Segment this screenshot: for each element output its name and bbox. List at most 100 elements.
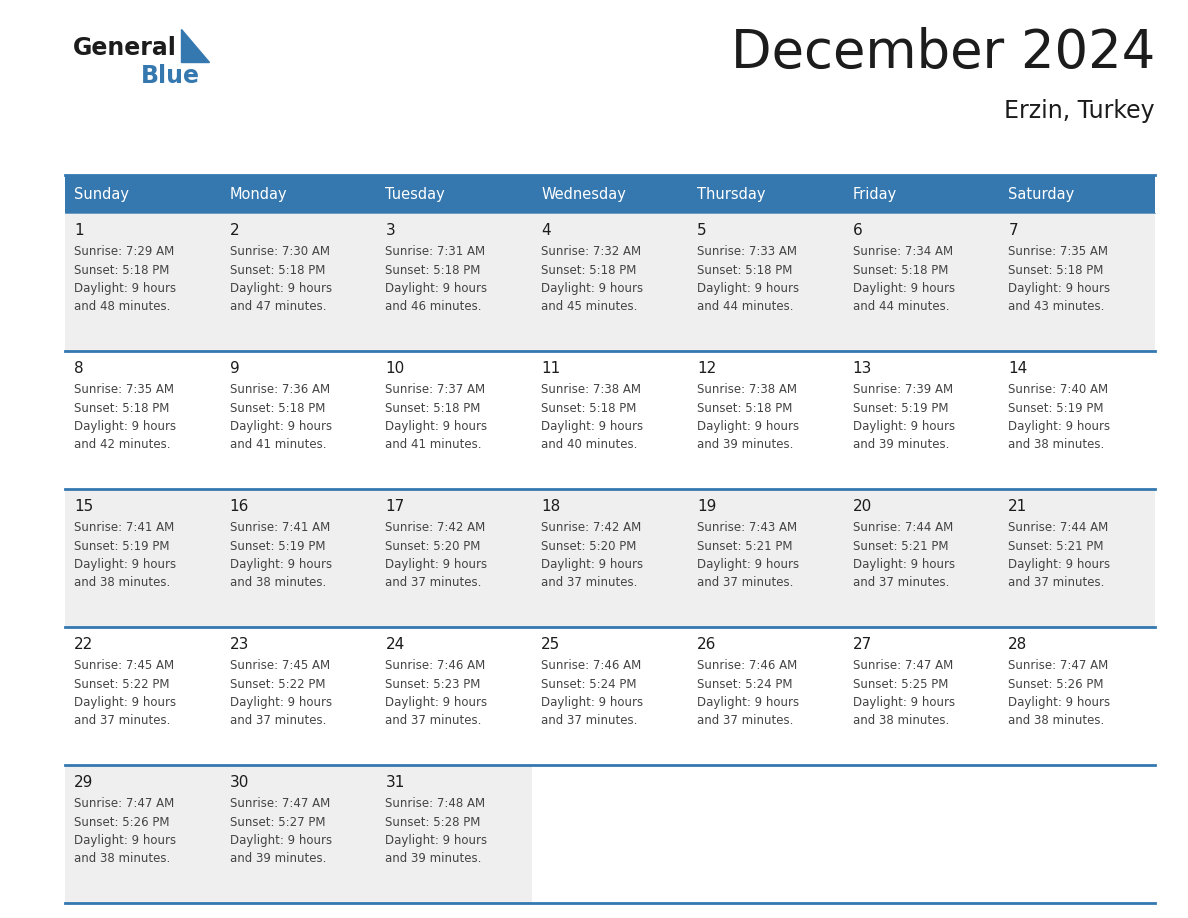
Text: Sunset: 5:18 PM: Sunset: 5:18 PM: [229, 263, 326, 276]
Text: 22: 22: [74, 637, 93, 652]
Bar: [532, 627, 688, 765]
Bar: [221, 765, 377, 903]
Text: 30: 30: [229, 775, 249, 790]
Text: 11: 11: [542, 361, 561, 376]
Text: Tuesday: Tuesday: [385, 186, 446, 201]
Text: 13: 13: [853, 361, 872, 376]
Text: Wednesday: Wednesday: [542, 186, 626, 201]
Text: Sunrise: 7:30 AM: Sunrise: 7:30 AM: [229, 245, 330, 258]
Text: Daylight: 9 hours: Daylight: 9 hours: [74, 558, 176, 571]
Text: Monday: Monday: [229, 186, 287, 201]
Bar: [999, 213, 1155, 351]
Text: Sunrise: 7:45 AM: Sunrise: 7:45 AM: [229, 659, 330, 672]
Text: and 44 minutes.: and 44 minutes.: [697, 300, 794, 314]
Text: Daylight: 9 hours: Daylight: 9 hours: [385, 696, 487, 709]
Text: Sunset: 5:18 PM: Sunset: 5:18 PM: [229, 401, 326, 415]
Text: Daylight: 9 hours: Daylight: 9 hours: [229, 558, 331, 571]
Text: 25: 25: [542, 637, 561, 652]
Text: 3: 3: [385, 223, 396, 238]
Text: Sunset: 5:19 PM: Sunset: 5:19 PM: [229, 540, 326, 553]
Text: Sunrise: 7:47 AM: Sunrise: 7:47 AM: [1009, 659, 1108, 672]
Bar: [377, 627, 532, 765]
Bar: [377, 213, 532, 351]
Text: Sunrise: 7:31 AM: Sunrise: 7:31 AM: [385, 245, 486, 258]
Bar: [532, 213, 688, 351]
Text: Saturday: Saturday: [1009, 186, 1074, 201]
Text: Sunset: 5:18 PM: Sunset: 5:18 PM: [542, 263, 637, 276]
Text: Sunrise: 7:43 AM: Sunrise: 7:43 AM: [697, 521, 797, 534]
Text: 31: 31: [385, 775, 405, 790]
Text: Sunset: 5:19 PM: Sunset: 5:19 PM: [74, 540, 170, 553]
Text: Daylight: 9 hours: Daylight: 9 hours: [542, 696, 643, 709]
Text: Daylight: 9 hours: Daylight: 9 hours: [697, 282, 800, 295]
Text: Sunset: 5:24 PM: Sunset: 5:24 PM: [542, 677, 637, 690]
Text: Sunset: 5:21 PM: Sunset: 5:21 PM: [853, 540, 948, 553]
Text: Sunrise: 7:42 AM: Sunrise: 7:42 AM: [542, 521, 642, 534]
Text: Daylight: 9 hours: Daylight: 9 hours: [229, 420, 331, 433]
Polygon shape: [181, 29, 209, 62]
Text: Daylight: 9 hours: Daylight: 9 hours: [74, 282, 176, 295]
Bar: [999, 627, 1155, 765]
Text: Sunset: 5:22 PM: Sunset: 5:22 PM: [229, 677, 326, 690]
Text: Sunrise: 7:44 AM: Sunrise: 7:44 AM: [1009, 521, 1108, 534]
Text: Sunset: 5:22 PM: Sunset: 5:22 PM: [74, 677, 170, 690]
Text: Daylight: 9 hours: Daylight: 9 hours: [229, 282, 331, 295]
Text: 24: 24: [385, 637, 405, 652]
Text: 7: 7: [1009, 223, 1018, 238]
Text: Sunset: 5:18 PM: Sunset: 5:18 PM: [697, 401, 792, 415]
Text: and 38 minutes.: and 38 minutes.: [74, 577, 170, 589]
Text: Sunrise: 7:33 AM: Sunrise: 7:33 AM: [697, 245, 797, 258]
Bar: [843, 175, 999, 213]
Text: 28: 28: [1009, 637, 1028, 652]
Text: Daylight: 9 hours: Daylight: 9 hours: [542, 282, 643, 295]
Text: and 39 minutes.: and 39 minutes.: [229, 853, 326, 866]
Bar: [843, 351, 999, 489]
Bar: [65, 213, 221, 351]
Bar: [377, 489, 532, 627]
Text: Daylight: 9 hours: Daylight: 9 hours: [385, 558, 487, 571]
Text: Daylight: 9 hours: Daylight: 9 hours: [74, 420, 176, 433]
Text: and 39 minutes.: and 39 minutes.: [697, 439, 794, 452]
Text: Sunrise: 7:41 AM: Sunrise: 7:41 AM: [74, 521, 175, 534]
Text: Sunset: 5:20 PM: Sunset: 5:20 PM: [542, 540, 637, 553]
Text: Sunset: 5:19 PM: Sunset: 5:19 PM: [853, 401, 948, 415]
Text: Sunset: 5:18 PM: Sunset: 5:18 PM: [74, 263, 170, 276]
Bar: [377, 765, 532, 903]
Text: Sunrise: 7:39 AM: Sunrise: 7:39 AM: [853, 383, 953, 396]
Text: Daylight: 9 hours: Daylight: 9 hours: [853, 282, 955, 295]
Text: Daylight: 9 hours: Daylight: 9 hours: [1009, 558, 1111, 571]
Text: Sunset: 5:26 PM: Sunset: 5:26 PM: [74, 815, 170, 829]
Text: Sunrise: 7:47 AM: Sunrise: 7:47 AM: [74, 797, 175, 810]
Text: Daylight: 9 hours: Daylight: 9 hours: [74, 834, 176, 847]
Text: Sunset: 5:18 PM: Sunset: 5:18 PM: [697, 263, 792, 276]
Bar: [65, 765, 221, 903]
Text: 9: 9: [229, 361, 240, 376]
Text: Sunset: 5:18 PM: Sunset: 5:18 PM: [1009, 263, 1104, 276]
Text: Daylight: 9 hours: Daylight: 9 hours: [853, 696, 955, 709]
Text: and 39 minutes.: and 39 minutes.: [853, 439, 949, 452]
Bar: [377, 351, 532, 489]
Text: 23: 23: [229, 637, 249, 652]
Bar: [221, 351, 377, 489]
Text: Sunset: 5:20 PM: Sunset: 5:20 PM: [385, 540, 481, 553]
Text: Sunset: 5:19 PM: Sunset: 5:19 PM: [1009, 401, 1104, 415]
Text: 21: 21: [1009, 499, 1028, 514]
Bar: [688, 627, 843, 765]
Text: 26: 26: [697, 637, 716, 652]
Text: General: General: [72, 36, 177, 60]
Text: Sunset: 5:21 PM: Sunset: 5:21 PM: [697, 540, 792, 553]
Text: Sunrise: 7:38 AM: Sunrise: 7:38 AM: [697, 383, 797, 396]
Text: and 37 minutes.: and 37 minutes.: [229, 714, 326, 727]
Text: and 37 minutes.: and 37 minutes.: [542, 714, 638, 727]
Text: Sunrise: 7:48 AM: Sunrise: 7:48 AM: [385, 797, 486, 810]
Text: Sunset: 5:25 PM: Sunset: 5:25 PM: [853, 677, 948, 690]
Text: and 45 minutes.: and 45 minutes.: [542, 300, 638, 314]
Text: and 38 minutes.: and 38 minutes.: [74, 853, 170, 866]
Text: 18: 18: [542, 499, 561, 514]
Text: Sunset: 5:18 PM: Sunset: 5:18 PM: [542, 401, 637, 415]
Text: Sunrise: 7:46 AM: Sunrise: 7:46 AM: [385, 659, 486, 672]
Text: Thursday: Thursday: [697, 186, 765, 201]
Text: Sunrise: 7:47 AM: Sunrise: 7:47 AM: [229, 797, 330, 810]
Text: 2: 2: [229, 223, 239, 238]
Text: Sunset: 5:18 PM: Sunset: 5:18 PM: [385, 263, 481, 276]
